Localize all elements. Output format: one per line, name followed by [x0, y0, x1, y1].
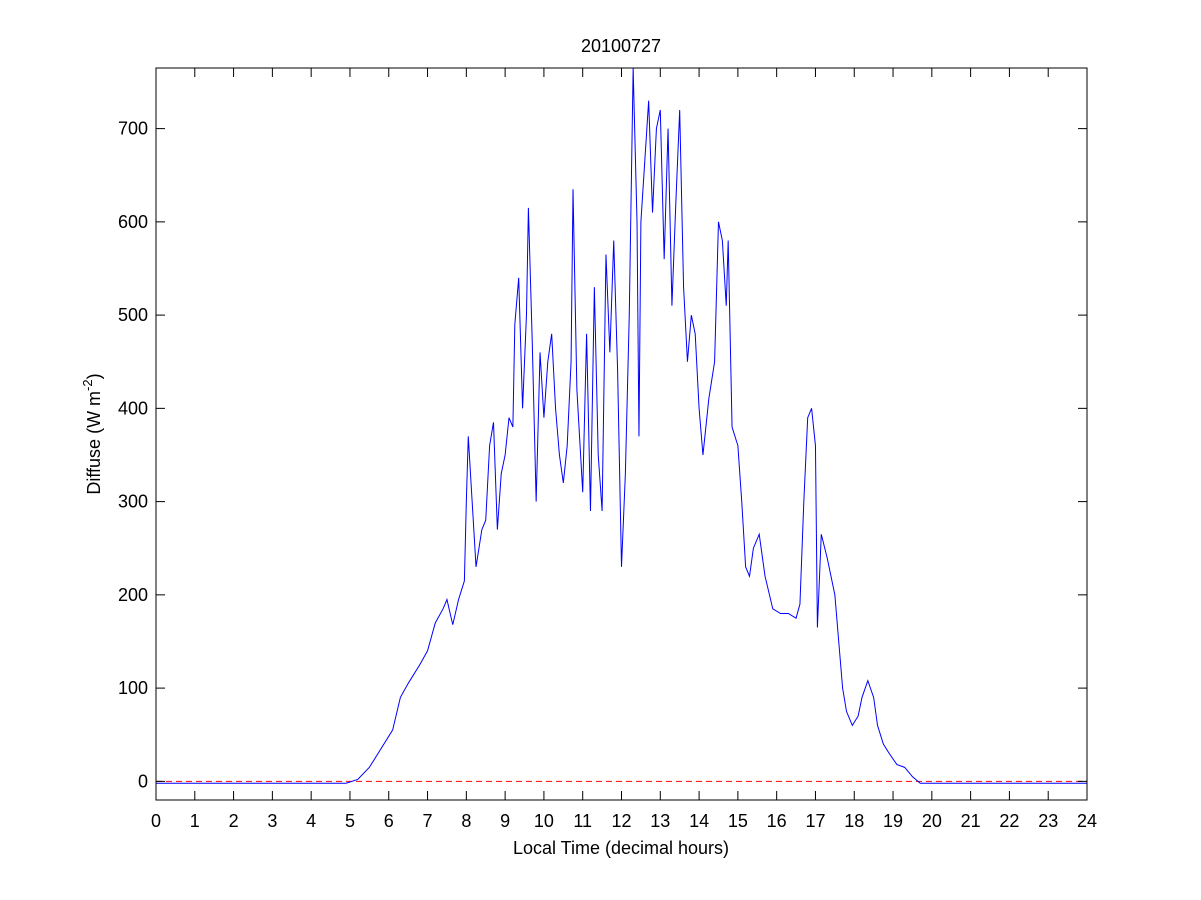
y-axis-label-suffix: ) — [84, 373, 104, 379]
x-tick-label: 10 — [534, 811, 554, 831]
y-axis-label: Diffuse (W m-2) — [80, 373, 104, 494]
x-tick-label: 24 — [1077, 811, 1097, 831]
y-tick-label: 0 — [138, 771, 148, 791]
y-axis-label-sup: -2 — [80, 379, 95, 391]
y-tick-label: 600 — [118, 212, 148, 232]
y-tick-label: 400 — [118, 398, 148, 418]
x-tick-label: 1 — [190, 811, 200, 831]
y-tick-label: 500 — [118, 305, 148, 325]
x-tick-label: 3 — [267, 811, 277, 831]
x-tick-label: 14 — [689, 811, 709, 831]
y-axis-label-text: Diffuse (W m — [84, 391, 104, 495]
x-tick-label: 7 — [423, 811, 433, 831]
x-tick-label: 11 — [573, 811, 592, 831]
x-tick-label: 0 — [151, 811, 161, 831]
x-tick-label: 13 — [650, 811, 670, 831]
x-tick-label: 21 — [961, 811, 981, 831]
x-tick-label: 16 — [767, 811, 787, 831]
x-tick-label: 20 — [922, 811, 942, 831]
chart-title: 20100727 — [581, 36, 661, 56]
x-tick-label: 5 — [345, 811, 355, 831]
x-tick-label: 19 — [883, 811, 903, 831]
x-tick-label: 12 — [611, 811, 631, 831]
x-tick-label: 23 — [1038, 811, 1058, 831]
x-tick-label: 18 — [844, 811, 864, 831]
y-tick-label: 700 — [118, 119, 148, 139]
y-tick-label: 300 — [118, 492, 148, 512]
x-tick-label: 6 — [384, 811, 394, 831]
x-tick-label: 2 — [229, 811, 239, 831]
data-line — [156, 67, 1087, 784]
x-tick-label: 9 — [500, 811, 510, 831]
x-tick-label: 8 — [461, 811, 471, 831]
y-tick-label: 200 — [118, 585, 148, 605]
x-axis-label: Local Time (decimal hours) — [513, 838, 729, 858]
x-tick-label: 17 — [805, 811, 825, 831]
x-tick-label: 22 — [999, 811, 1019, 831]
x-tick-label: 4 — [306, 811, 316, 831]
x-tick-label: 15 — [728, 811, 748, 831]
y-tick-label: 100 — [118, 678, 148, 698]
